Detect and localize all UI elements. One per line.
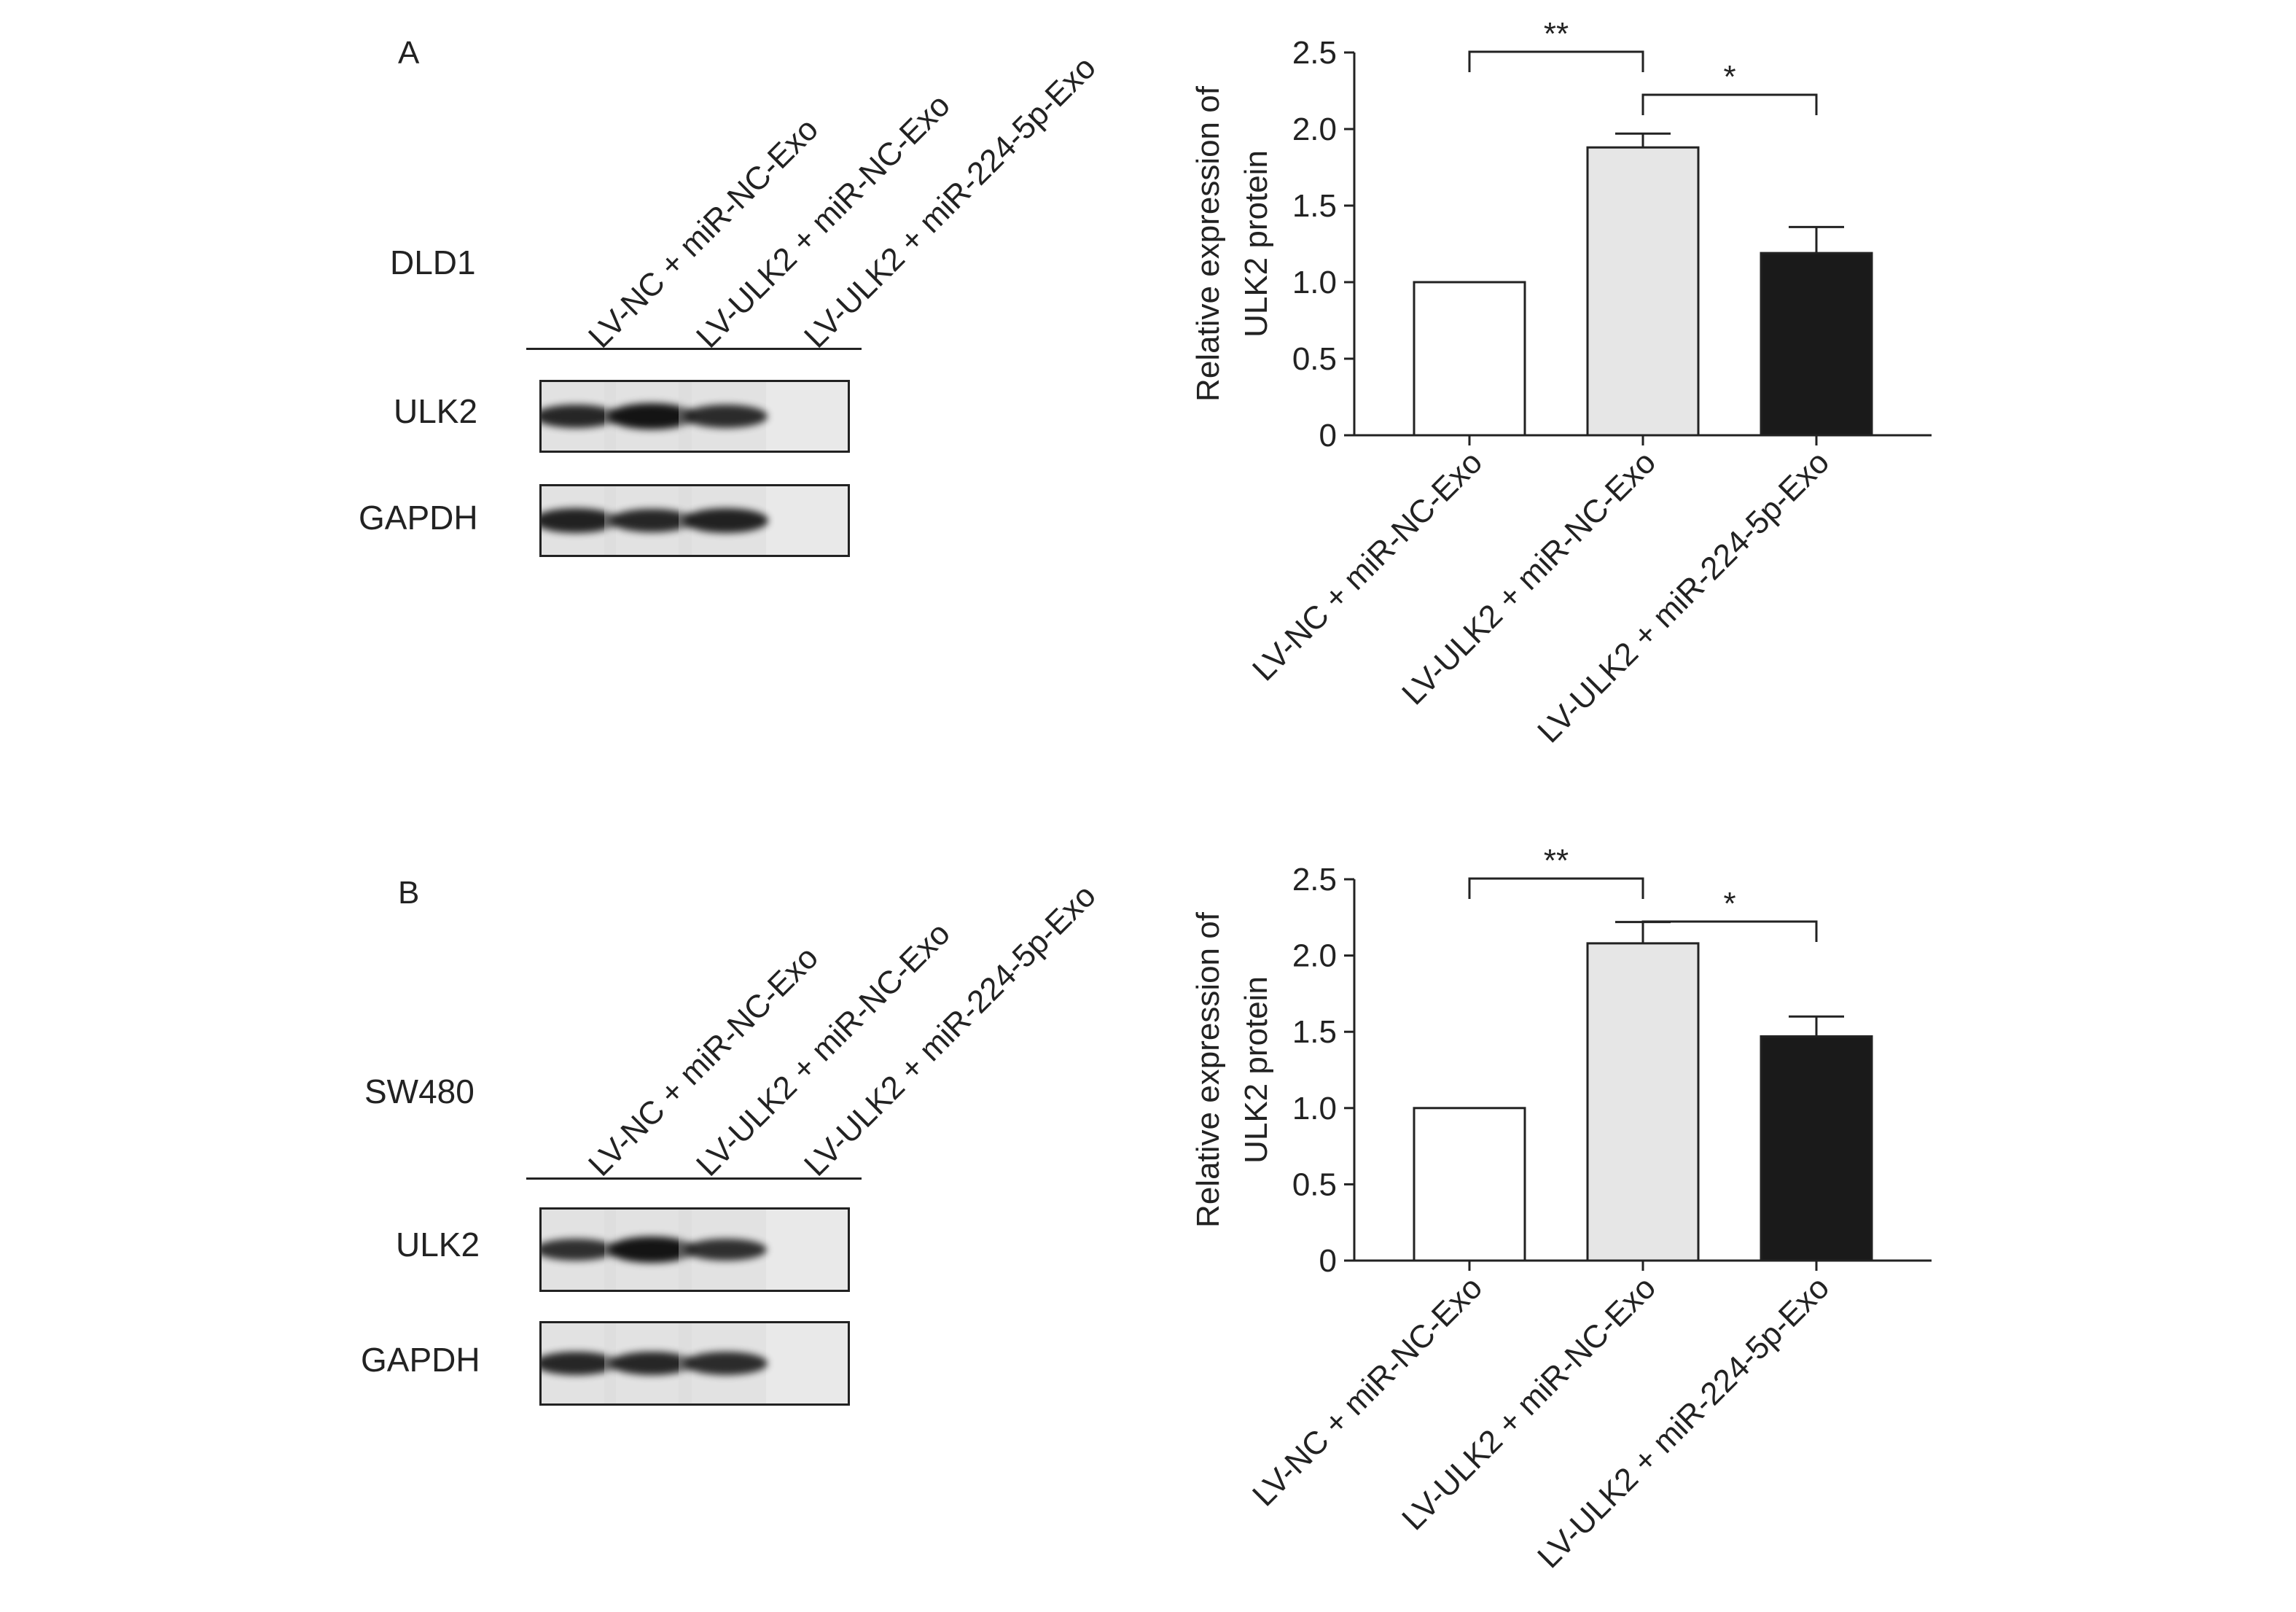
cell-line-label: SW480	[364, 1072, 475, 1110]
protein-band	[542, 508, 619, 533]
y-axis-label: Relative expression of	[1190, 85, 1226, 402]
y-tick-label: 0.5	[1292, 1167, 1337, 1202]
bar	[1760, 252, 1873, 437]
blot-label: ULK2	[396, 1226, 480, 1263]
bar	[1413, 281, 1526, 437]
panel-letter-b: B	[398, 875, 420, 911]
y-tick-label: 1.0	[1292, 1091, 1337, 1126]
significance-label: **	[1544, 843, 1569, 879]
protein-band	[684, 1238, 768, 1261]
protein-band	[609, 1351, 694, 1376]
y-tick-label: 2.5	[1292, 862, 1337, 897]
x-tick-label: LV-ULK2 + miR-224-5p-Exo	[1531, 1269, 1836, 1575]
y-tick-label: 0	[1319, 1243, 1337, 1279]
cell-line-label: DLD1	[390, 244, 476, 281]
y-tick-label: 1.5	[1292, 1014, 1337, 1050]
lane-divider-line	[526, 1177, 862, 1180]
western-blot-ulk2	[539, 380, 850, 453]
significance-label: *	[1723, 59, 1735, 95]
y-axis-label: ULK2 protein	[1238, 150, 1274, 338]
significance-bracket	[1468, 877, 1644, 899]
bar	[1586, 942, 1700, 1262]
y-axis-label: ULK2 protein	[1238, 976, 1274, 1164]
western-blot-gapdh	[539, 484, 850, 557]
western-blot-gapdh	[539, 1321, 850, 1406]
y-tick-label: 0	[1319, 418, 1337, 453]
significance-bracket	[1468, 50, 1644, 72]
bar-chart-dld1: 0 0.5 1.0 1.5 2.0 2.5 Relative expression of UL…	[1190, 16, 1932, 749]
x-tick-label: LV-ULK2 + miR-224-5p-Exo	[1531, 444, 1836, 749]
bar-chart-sw480: 0 0.5 1.0 1.5 2.0 2.5 Relative expression of UL…	[1190, 843, 1932, 1575]
protein-band	[542, 1238, 617, 1261]
bar	[1760, 1035, 1873, 1262]
western-blot-ulk2	[539, 1207, 850, 1292]
significance-bracket	[1641, 93, 1818, 115]
protein-band	[609, 508, 694, 533]
protein-band	[684, 1352, 768, 1375]
y-tick-label: 2.0	[1292, 112, 1337, 147]
significance-label: **	[1544, 16, 1569, 52]
protein-band	[608, 1237, 695, 1263]
blot-label: GAPDH	[361, 1341, 480, 1379]
y-tick-label: 2.0	[1292, 938, 1337, 974]
lane-divider-line	[526, 348, 862, 350]
significance-bracket	[1641, 920, 1818, 942]
panel-letter-a: A	[398, 35, 420, 71]
protein-band	[608, 403, 695, 429]
blot-label: GAPDH	[359, 499, 478, 537]
bar	[1413, 1107, 1526, 1262]
y-tick-label: 0.5	[1292, 341, 1337, 377]
blot-label: ULK2	[394, 392, 478, 430]
y-tick-label: 1.0	[1292, 265, 1337, 300]
bar	[1586, 146, 1700, 437]
protein-band	[684, 405, 768, 428]
y-tick-label: 2.5	[1292, 35, 1337, 71]
protein-band	[542, 1351, 618, 1376]
y-tick-label: 1.5	[1292, 188, 1337, 224]
protein-band	[683, 508, 769, 533]
y-axis-label: Relative expression of	[1190, 911, 1226, 1228]
protein-band	[542, 404, 618, 429]
significance-label: *	[1723, 886, 1735, 922]
